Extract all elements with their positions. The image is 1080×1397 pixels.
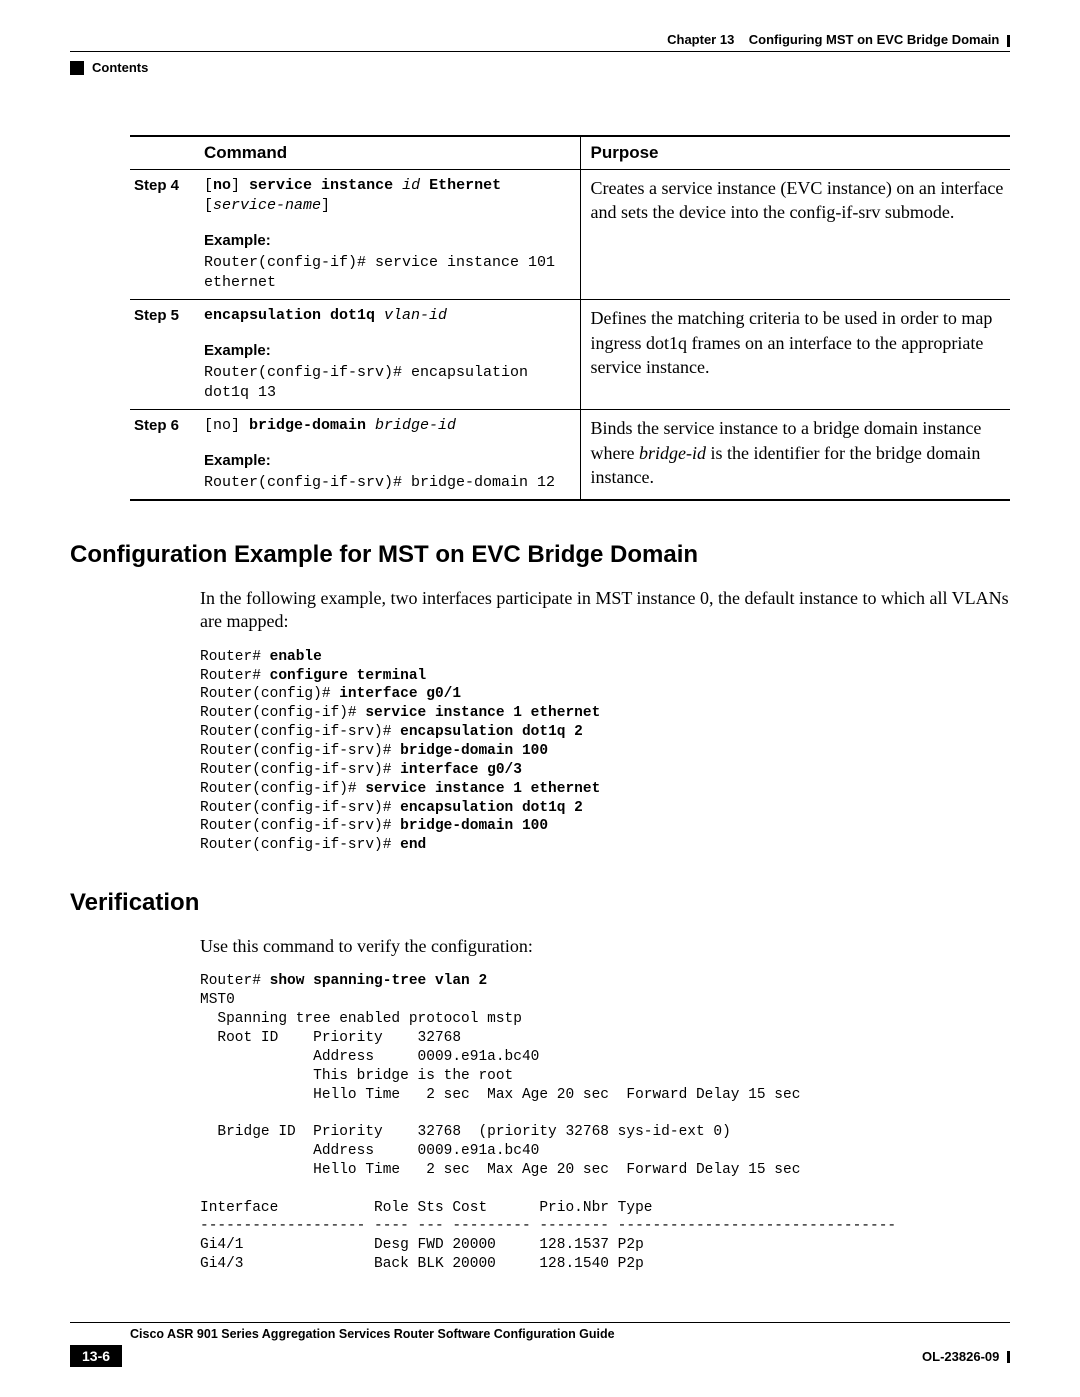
chapter-label: Chapter 13 — [667, 32, 734, 47]
footer-guide-title: Cisco ASR 901 Series Aggregation Service… — [130, 1327, 1010, 1341]
command-table: Command Purpose Step 4 [no] service inst… — [130, 135, 1010, 501]
th-step — [130, 136, 200, 170]
command-cell: encapsulation dot1q vlan-id Example: Rou… — [200, 300, 580, 410]
table-row: Step 6 [no] bridge-domain bridge-id Exam… — [130, 410, 1010, 500]
config-example-code: Router# enable Router# configure termina… — [200, 648, 1010, 855]
th-purpose: Purpose — [580, 136, 1010, 170]
section-intro: Use this command to verify the configura… — [200, 935, 1010, 958]
section-intro: In the following example, two interfaces… — [200, 587, 1010, 634]
chapter-title: Configuring MST on EVC Bridge Domain — [749, 32, 1000, 47]
contents-row: Contents — [70, 60, 1010, 75]
step-label: Step 6 — [130, 410, 200, 500]
table-row: Step 4 [no] service instance id Ethernet… — [130, 170, 1010, 300]
th-command: Command — [200, 136, 580, 170]
section-heading: Verification — [70, 889, 1010, 917]
header-bar-icon — [1007, 35, 1010, 47]
verification-code: Router# show spanning-tree vlan 2 MST0 S… — [200, 972, 1010, 1274]
command-cell: [no] bridge-domain bridge-id Example: Ro… — [200, 410, 580, 500]
purpose-cell: Binds the service instance to a bridge d… — [580, 410, 1010, 500]
contents-bullet-icon — [70, 61, 84, 75]
page: Chapter 13 Configuring MST on EVC Bridge… — [0, 0, 1080, 1348]
page-footer: Cisco ASR 901 Series Aggregation Service… — [70, 1322, 1010, 1367]
purpose-cell: Creates a service instance (EVC instance… — [580, 170, 1010, 300]
example-label: Example: — [204, 451, 576, 471]
page-number: 13-6 — [70, 1345, 122, 1367]
example-label: Example: — [204, 341, 576, 361]
command-cell: [no] service instance id Ethernet [servi… — [200, 170, 580, 300]
example-label: Example: — [204, 231, 576, 251]
page-header: Chapter 13 Configuring MST on EVC Bridge… — [70, 32, 1010, 52]
table-row: Step 5 encapsulation dot1q vlan-id Examp… — [130, 300, 1010, 410]
contents-label: Contents — [92, 60, 148, 75]
footer-bar-icon — [1007, 1351, 1010, 1363]
step-label: Step 4 — [130, 170, 200, 300]
doc-id: OL-23826-09 — [922, 1349, 999, 1364]
purpose-cell: Defines the matching criteria to be used… — [580, 300, 1010, 410]
section-heading: Configuration Example for MST on EVC Bri… — [70, 541, 1010, 569]
step-label: Step 5 — [130, 300, 200, 410]
